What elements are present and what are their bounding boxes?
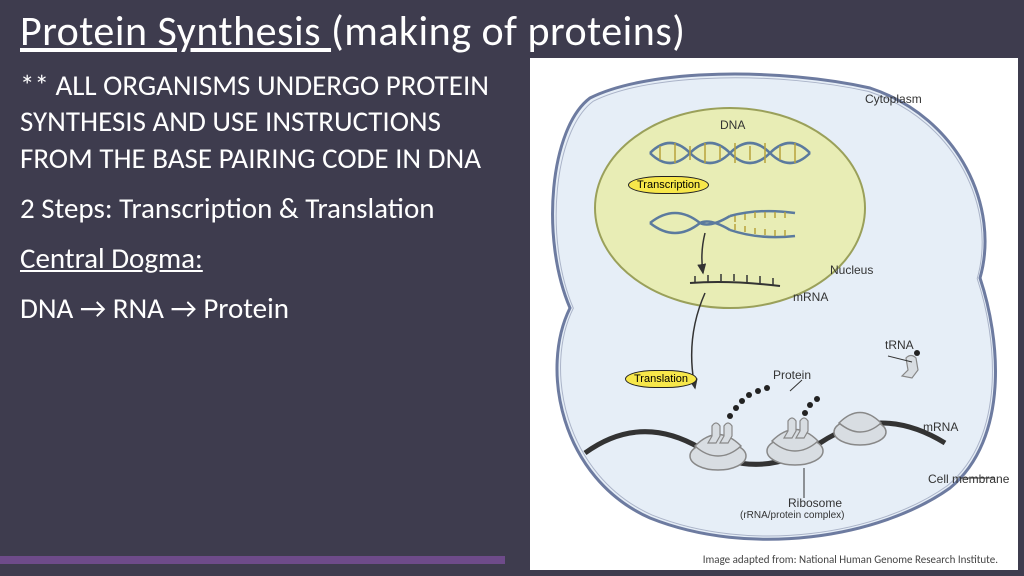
paragraph-1: ** ALL ORGANISMS UNDERGO PROTEIN SYNTHES…	[20, 67, 500, 176]
accent-bar	[0, 556, 505, 564]
cell-diagram: Cytoplasm DNA Nucleus mRNA mRNA tRNA Pro…	[530, 58, 1018, 570]
paragraph-2: 2 Steps: Transcription & Translation	[20, 190, 500, 226]
label-mrna-lower: mRNA	[923, 420, 958, 434]
tag-translation: Translation	[625, 370, 697, 388]
dogma-flow: DNA → RNA → Protein	[20, 290, 500, 326]
tag-transcription: Transcription	[628, 176, 709, 194]
label-protein: Protein	[773, 368, 811, 382]
label-mrna-upper: mRNA	[793, 290, 828, 304]
diagram-svg	[530, 58, 1018, 570]
slide-title: Protein Synthesis (making of proteins)	[0, 0, 1024, 67]
label-cell-membrane: Cell membrane	[928, 472, 1009, 486]
label-ribosome: Ribosome	[770, 496, 860, 510]
title-underlined: Protein Synthesis	[20, 6, 331, 57]
label-trna: tRNA	[885, 338, 914, 352]
label-ribosome-sub: (rRNA/protein complex)	[740, 510, 844, 521]
label-nucleus: Nucleus	[830, 263, 873, 277]
label-dna: DNA	[720, 118, 745, 132]
image-credit: Image adapted from: National Human Genom…	[703, 553, 998, 566]
title-rest: (making of proteins)	[331, 6, 686, 57]
central-dogma-label: Central Dogma:	[20, 240, 203, 276]
label-cytoplasm: Cytoplasm	[865, 92, 922, 106]
body-text: ** ALL ORGANISMS UNDERGO PROTEIN SYNTHES…	[0, 67, 520, 327]
